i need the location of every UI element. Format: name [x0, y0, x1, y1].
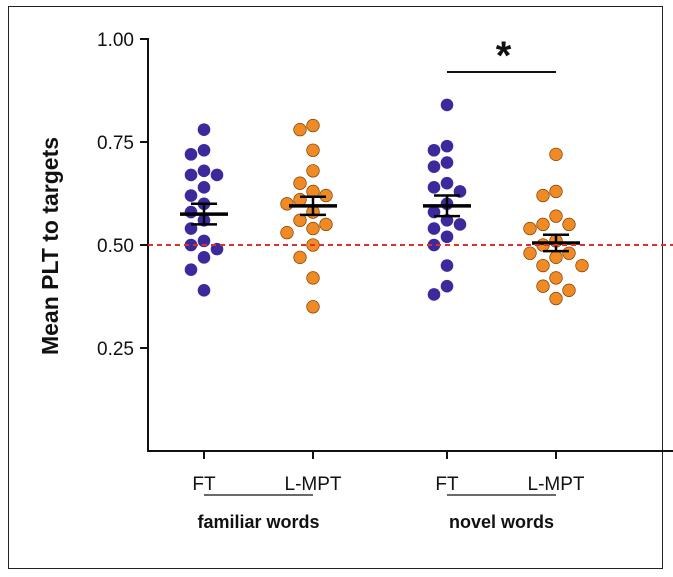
- data-point: [440, 259, 454, 272]
- y-tick-label: 0.75: [97, 133, 134, 154]
- y-ticks: 0.25 0.50 0.75 1.00: [97, 30, 148, 360]
- data-point: [184, 189, 198, 202]
- data-points: [184, 98, 589, 314]
- data-point: [184, 168, 198, 182]
- group-label: novel words: [449, 512, 554, 532]
- data-point: [319, 217, 333, 232]
- data-point: [562, 217, 576, 232]
- data-point: [562, 283, 576, 297]
- x-ticks: FT L-MPT FT L-MPT: [192, 451, 585, 495]
- y-axis-label: Mean PLT to targets: [37, 137, 63, 355]
- significance-star: *: [496, 34, 512, 78]
- data-point: [549, 271, 563, 285]
- data-point: [306, 143, 320, 157]
- data-point: [280, 197, 294, 211]
- y-tick-label: 0.25: [97, 339, 134, 360]
- y-tick-label: 1.00: [97, 30, 134, 51]
- data-point: [306, 118, 320, 133]
- data-point: [197, 234, 211, 248]
- data-point: [293, 122, 307, 137]
- data-point: [536, 279, 550, 293]
- data-point: [523, 221, 537, 236]
- data-point: [440, 230, 454, 244]
- data-point: [440, 139, 454, 153]
- x-tick-label: L-MPT: [528, 474, 585, 495]
- data-point: [562, 246, 576, 260]
- group-label: familiar words: [197, 512, 319, 532]
- data-point: [536, 188, 550, 203]
- data-point: [280, 225, 294, 240]
- data-point: [440, 98, 454, 112]
- data-point: [293, 250, 307, 265]
- data-point: [427, 181, 441, 194]
- data-point: [453, 218, 467, 231]
- data-point: [197, 143, 211, 157]
- data-point: [549, 250, 563, 265]
- data-point: [440, 176, 454, 190]
- significance-annotation: *: [447, 34, 556, 78]
- mean-error-bars: [180, 194, 580, 253]
- data-point: [306, 300, 320, 314]
- data-point: [197, 123, 211, 136]
- data-point: [184, 238, 198, 252]
- y-tick-label: 0.50: [97, 236, 134, 257]
- x-tick-label: L-MPT: [285, 474, 342, 495]
- data-point: [536, 258, 550, 273]
- data-point: [184, 205, 198, 219]
- data-point: [306, 164, 320, 178]
- data-point: [210, 168, 224, 182]
- data-point: [293, 193, 307, 207]
- data-point: [197, 284, 211, 297]
- data-point: [427, 288, 441, 301]
- data-point: [427, 143, 441, 157]
- group-labels: familiar words novel words: [197, 494, 556, 532]
- data-point: [549, 184, 563, 199]
- data-point: [440, 279, 454, 293]
- data-point: [523, 246, 537, 260]
- data-point: [184, 148, 198, 161]
- data-point: [197, 251, 211, 264]
- x-tick-label: FT: [435, 474, 459, 495]
- data-point: [575, 258, 589, 273]
- data-point: [536, 217, 550, 232]
- data-point: [549, 147, 563, 162]
- data-point: [197, 181, 211, 194]
- data-point: [427, 160, 441, 174]
- x-tick-label: FT: [192, 474, 216, 495]
- data-point: [549, 291, 563, 306]
- data-point: [197, 164, 211, 178]
- figure-frame: [8, 6, 663, 569]
- data-point: [293, 176, 307, 190]
- data-point: [427, 238, 441, 252]
- data-point: [440, 156, 454, 169]
- data-point: [306, 221, 320, 236]
- data-point: [184, 263, 198, 277]
- data-point: [306, 271, 320, 285]
- data-point: [427, 222, 441, 235]
- data-point: [549, 209, 563, 223]
